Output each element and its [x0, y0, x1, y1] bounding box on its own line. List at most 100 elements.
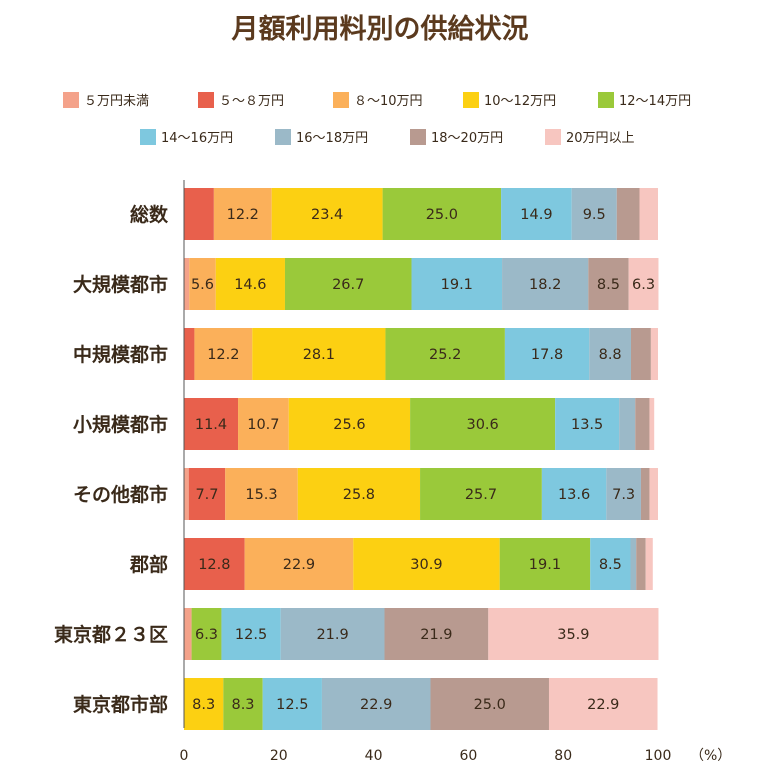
bar-segment: [499, 538, 591, 590]
legend-swatch: [275, 129, 291, 145]
bar-segment: [628, 258, 659, 310]
bar-segment: [384, 608, 489, 660]
data-label: 5.6: [191, 277, 214, 293]
bar-segment: [636, 538, 646, 590]
legend-swatch: [63, 92, 79, 108]
data-label: 6.3: [195, 627, 218, 643]
category-label: 総数: [130, 203, 169, 226]
data-label: 25.6: [333, 417, 365, 433]
bar-segment: [191, 608, 222, 660]
bar-segment: [645, 538, 653, 590]
legend-label: ５～８万円: [219, 94, 284, 109]
bar-segment: [639, 188, 658, 240]
data-label: 13.5: [571, 417, 603, 433]
data-label: 9.5: [583, 207, 606, 223]
bars: 12.2 23.4 25.0 14.9 9.5 5.6 14.6 26.7 19.1 18.2 8.…: [184, 188, 659, 730]
data-label: 30.6: [466, 417, 498, 433]
bar-segment: [288, 398, 411, 450]
data-label: 7.3: [612, 487, 635, 503]
bar-segment: [385, 328, 505, 380]
data-label: 8.3: [192, 697, 215, 713]
legend-swatch: [333, 92, 349, 108]
bar-segment: [640, 468, 650, 520]
bar-segment: [252, 328, 386, 380]
legend-label: ５万円未満: [84, 94, 149, 109]
data-label: 12.2: [207, 347, 239, 363]
legend-swatch: [140, 129, 156, 145]
bar-segment: [280, 608, 385, 660]
category-label: 大規模都市: [73, 273, 168, 296]
data-label: 7.7: [195, 487, 218, 503]
bar-segment: [184, 328, 195, 380]
legend-label: 14～16万円: [161, 131, 233, 146]
category-label: 東京都２３区: [54, 623, 168, 646]
data-label: 22.9: [283, 557, 315, 573]
category-label: 東京都市部: [73, 693, 168, 716]
bar-segment: [541, 468, 607, 520]
bar-segment: [619, 398, 636, 450]
x-axis-unit: （%）: [690, 748, 731, 764]
data-label: 12.5: [276, 697, 308, 713]
bar-segment: [213, 188, 272, 240]
bar-segment: [411, 258, 503, 310]
data-label: 8.3: [231, 697, 254, 713]
bar-segment: [555, 398, 620, 450]
bar-segment: [271, 188, 383, 240]
bar-segment: [649, 398, 655, 450]
data-label: 25.0: [474, 697, 506, 713]
data-label: 21.9: [316, 627, 348, 643]
bar-segment: [488, 608, 659, 660]
data-label: 19.1: [529, 557, 561, 573]
data-label: 28.1: [303, 347, 335, 363]
bar-segment: [238, 398, 289, 450]
bar-segment: [502, 258, 589, 310]
bar-segment: [588, 258, 629, 310]
legend-swatch: [545, 129, 561, 145]
legend-swatch: [463, 92, 479, 108]
bar-segment: [410, 398, 556, 450]
data-label: 12.2: [227, 207, 259, 223]
data-label: 11.4: [195, 417, 227, 433]
bar-segment: [188, 468, 226, 520]
bar-segment: [184, 468, 189, 520]
bar-segment: [244, 538, 354, 590]
bar-segment: [189, 258, 216, 310]
x-tick-label: 80: [554, 748, 572, 764]
bar-segment: [616, 188, 640, 240]
bar-segment: [353, 538, 500, 590]
bar-segment: [184, 258, 190, 310]
data-label: 8.5: [599, 557, 622, 573]
bar-segment: [630, 328, 651, 380]
legend-swatch: [598, 92, 614, 108]
data-label: 25.8: [343, 487, 375, 503]
data-label: 15.3: [245, 487, 277, 503]
data-label: 19.1: [441, 277, 473, 293]
data-label: 17.8: [531, 347, 563, 363]
bar-segment: [635, 398, 650, 450]
data-label: 25.7: [465, 487, 497, 503]
data-label: 8.8: [599, 347, 622, 363]
data-label: 14.6: [234, 277, 266, 293]
data-label: 35.9: [557, 627, 589, 643]
bar-segment: [589, 328, 631, 380]
x-tick-label: 100: [645, 748, 672, 764]
bar-segment: [184, 538, 245, 590]
bar-segment: [590, 538, 631, 590]
data-label: 12.5: [235, 627, 267, 643]
bar-segment: [504, 328, 590, 380]
legend: ５万円未満 ５～８万円 ８～10万円 10～12万円 12～14万円 14～16万円 16～…: [63, 92, 691, 146]
data-label: 14.9: [520, 207, 552, 223]
chart-title: 月額利用料別の供給状況: [231, 13, 529, 45]
x-tick-label: 60: [459, 748, 477, 764]
bar-segment: [184, 398, 239, 450]
bar-segment: [321, 678, 431, 730]
data-label: 26.7: [332, 277, 364, 293]
bar-segment: [184, 678, 224, 730]
bar-segment: [382, 188, 502, 240]
bar-segment: [284, 258, 412, 310]
legend-label: 16～18万円: [296, 131, 368, 146]
bar-segment: [184, 188, 214, 240]
data-label: 22.9: [360, 697, 392, 713]
legend-label: ８～10万円: [354, 94, 423, 109]
